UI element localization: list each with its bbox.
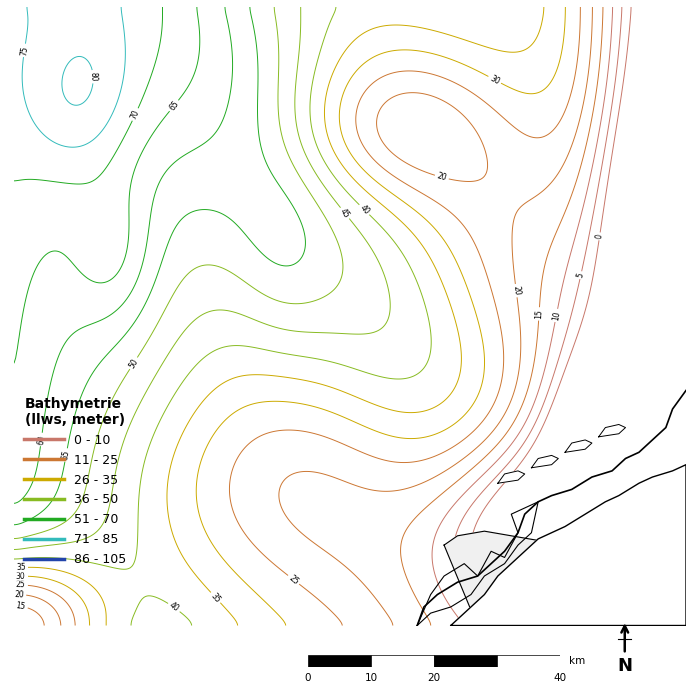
Text: 70: 70 bbox=[130, 108, 141, 121]
Polygon shape bbox=[498, 471, 525, 483]
Bar bbox=[497, 655, 560, 667]
Text: 50: 50 bbox=[127, 357, 140, 370]
Polygon shape bbox=[451, 465, 686, 626]
Polygon shape bbox=[531, 455, 559, 468]
Bar bbox=[308, 655, 371, 667]
Text: 55: 55 bbox=[61, 450, 71, 461]
Text: km: km bbox=[570, 656, 586, 666]
Text: 40: 40 bbox=[554, 673, 566, 683]
Text: 5: 5 bbox=[576, 272, 586, 279]
Text: 30: 30 bbox=[488, 74, 501, 86]
Text: N: N bbox=[617, 657, 632, 675]
Text: 40: 40 bbox=[167, 601, 181, 614]
Text: 45: 45 bbox=[338, 206, 351, 220]
Text: 20: 20 bbox=[436, 172, 448, 183]
Text: 0: 0 bbox=[304, 673, 312, 683]
Text: 40: 40 bbox=[358, 203, 371, 216]
Text: 15: 15 bbox=[534, 309, 544, 319]
Text: 20: 20 bbox=[428, 673, 440, 683]
Text: 10: 10 bbox=[365, 673, 377, 683]
Bar bbox=[434, 655, 497, 667]
Text: 30: 30 bbox=[16, 572, 26, 581]
Polygon shape bbox=[598, 425, 626, 437]
Text: 80: 80 bbox=[88, 72, 98, 82]
Text: 65: 65 bbox=[167, 99, 181, 113]
Text: 35: 35 bbox=[15, 563, 26, 572]
Bar bbox=[371, 655, 434, 667]
Polygon shape bbox=[565, 440, 592, 452]
Text: 35: 35 bbox=[209, 591, 222, 604]
Text: 25: 25 bbox=[287, 573, 300, 587]
Text: 0: 0 bbox=[595, 234, 604, 240]
Legend: 0 - 10, 11 - 25, 26 - 35, 36 - 50, 51 - 70, 71 - 85, 86 - 105: 0 - 10, 11 - 25, 26 - 35, 36 - 50, 51 - … bbox=[20, 393, 130, 570]
Text: 15: 15 bbox=[15, 601, 26, 612]
Text: 25: 25 bbox=[16, 580, 26, 589]
Text: 75: 75 bbox=[20, 45, 29, 56]
Text: 10: 10 bbox=[551, 310, 561, 321]
Text: 60: 60 bbox=[36, 434, 46, 445]
Text: 20: 20 bbox=[511, 286, 522, 296]
Text: 20: 20 bbox=[14, 590, 24, 599]
